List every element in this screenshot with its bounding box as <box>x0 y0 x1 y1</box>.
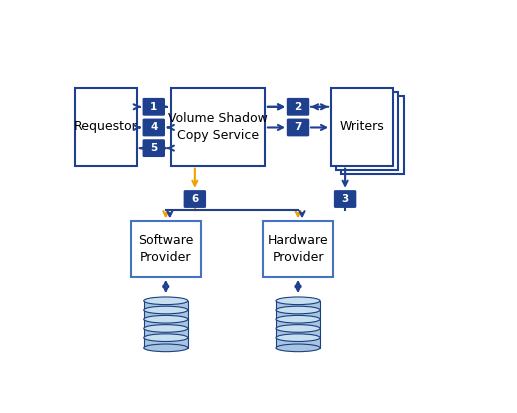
Text: 7: 7 <box>294 123 302 133</box>
FancyBboxPatch shape <box>263 221 333 277</box>
FancyBboxPatch shape <box>184 190 206 208</box>
FancyBboxPatch shape <box>143 98 165 116</box>
Ellipse shape <box>276 344 320 352</box>
FancyBboxPatch shape <box>287 98 309 116</box>
Ellipse shape <box>276 297 320 305</box>
FancyBboxPatch shape <box>143 139 165 157</box>
Ellipse shape <box>276 316 320 323</box>
Bar <box>144 319 188 330</box>
Text: Hardware
Provider: Hardware Provider <box>268 234 328 264</box>
Bar <box>276 328 320 339</box>
Text: 6: 6 <box>191 194 199 204</box>
Bar <box>144 310 188 320</box>
FancyBboxPatch shape <box>287 119 309 136</box>
Ellipse shape <box>276 306 320 314</box>
Bar <box>144 301 188 311</box>
Bar <box>276 319 320 330</box>
Ellipse shape <box>144 344 188 352</box>
Bar <box>276 338 320 348</box>
Ellipse shape <box>276 325 320 332</box>
Bar <box>276 301 320 311</box>
FancyBboxPatch shape <box>342 96 404 174</box>
Ellipse shape <box>144 334 188 342</box>
Ellipse shape <box>144 306 188 314</box>
FancyBboxPatch shape <box>336 92 399 170</box>
Text: 5: 5 <box>150 143 157 153</box>
Text: 1: 1 <box>150 102 157 112</box>
Bar <box>144 338 188 348</box>
Ellipse shape <box>144 325 188 332</box>
Text: 2: 2 <box>294 102 301 112</box>
FancyBboxPatch shape <box>143 119 165 136</box>
FancyBboxPatch shape <box>74 88 136 166</box>
Ellipse shape <box>144 297 188 305</box>
Ellipse shape <box>144 316 188 323</box>
Text: Volume Shadow
Copy Service: Volume Shadow Copy Service <box>168 112 268 142</box>
FancyBboxPatch shape <box>331 88 393 166</box>
Bar <box>144 328 188 339</box>
Text: 4: 4 <box>150 123 158 133</box>
FancyBboxPatch shape <box>131 221 201 277</box>
Bar <box>276 310 320 320</box>
FancyBboxPatch shape <box>171 88 265 166</box>
FancyBboxPatch shape <box>334 190 356 208</box>
Ellipse shape <box>276 334 320 342</box>
Text: Requestor: Requestor <box>74 120 138 133</box>
Text: Writers: Writers <box>340 120 385 133</box>
Text: 3: 3 <box>341 194 349 204</box>
Text: Software
Provider: Software Provider <box>138 234 193 264</box>
